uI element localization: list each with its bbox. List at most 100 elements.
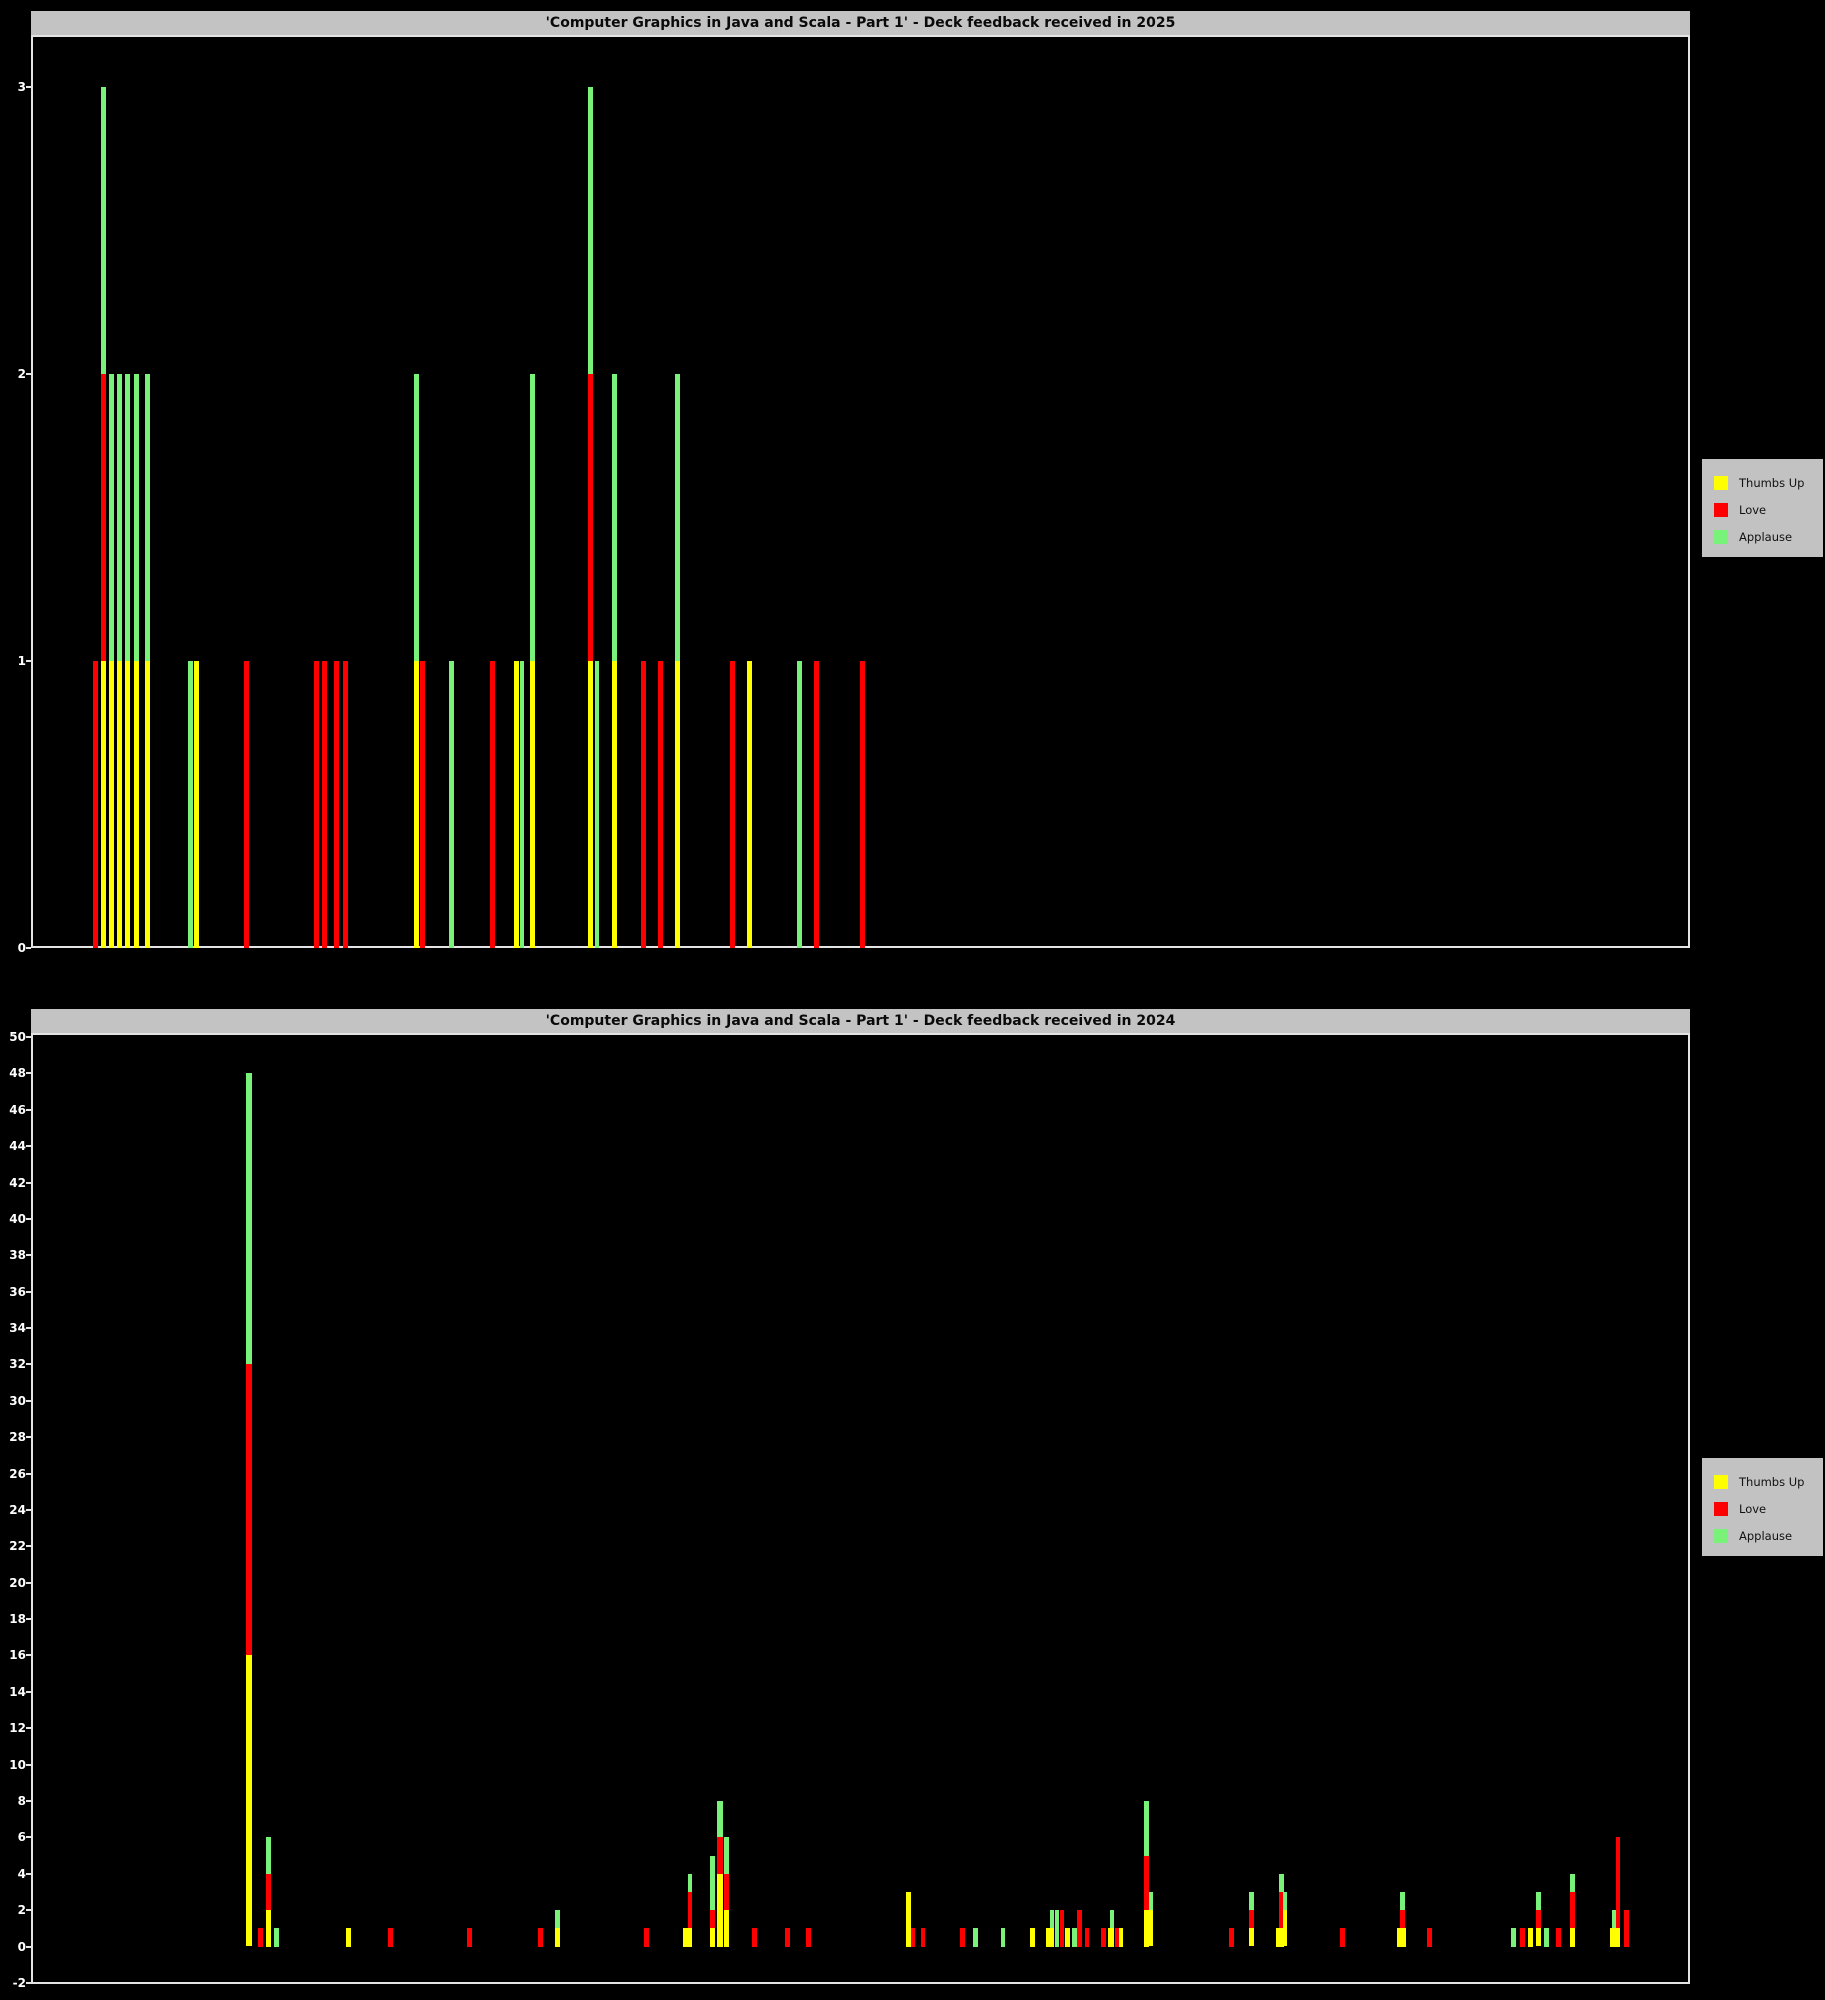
stacked-bar (555, 1910, 560, 1947)
stacked-bar (1065, 1928, 1070, 1947)
stacked-bar (1115, 1928, 1119, 1947)
bar-segment-applause (797, 660, 802, 948)
bar-segment-love (467, 1928, 472, 1947)
y-tick-mark (26, 947, 31, 949)
legend-item-applause: Applause (1714, 523, 1823, 550)
bar-segment-love (1556, 1928, 1561, 1947)
y-tick-mark (26, 1581, 31, 1584)
bar-segment-love (1060, 1910, 1064, 1947)
bar-segment-applause (724, 1837, 729, 1874)
stacked-bar (710, 1855, 715, 1947)
bar-segment-love (860, 660, 865, 948)
stacked-bar (1077, 1910, 1082, 1947)
bar-segment-love (420, 660, 425, 948)
legend-item-thumbs-up: Thumbs Up (1714, 469, 1823, 496)
stacked-bar (1144, 1801, 1149, 1947)
legend-item-applause: Applause (1714, 1522, 1823, 1549)
chart-2024-title: 'Computer Graphics in Java and Scala - P… (545, 1013, 1176, 1029)
bar-segment-thumbs-up (588, 660, 593, 948)
stacked-bar (1050, 1910, 1054, 1947)
y-tick-label: 44 (9, 1139, 26, 1154)
bar-segment-applause (1570, 1873, 1575, 1892)
bar-segment-thumbs-up (125, 660, 130, 948)
bar-segment-love (724, 1873, 729, 1911)
bar-segment-applause (1511, 1928, 1516, 1947)
bar-segment-love (1249, 1910, 1254, 1929)
bar-segment-applause (246, 1073, 252, 1365)
stacked-bar (1612, 1910, 1616, 1947)
y-tick-mark (26, 1800, 31, 1802)
bar-segment-love (101, 373, 106, 661)
stacked-bar (1624, 1910, 1629, 1947)
y-tick-label: 26 (9, 1466, 26, 1481)
bar-segment-thumbs-up (1149, 1910, 1153, 1947)
bar-segment-applause (612, 373, 617, 661)
stacked-bar (595, 660, 599, 948)
bar-segment-applause (145, 373, 150, 661)
bar-segment-thumbs-up (1144, 1910, 1149, 1947)
stacked-bar (717, 1801, 723, 1947)
y-tick-label: 12 (9, 1721, 26, 1736)
y-tick-label: 20 (9, 1575, 26, 1590)
y-tick-label: 28 (9, 1430, 26, 1445)
stacked-bar (1229, 1928, 1234, 1947)
bar-segment-love (1085, 1928, 1089, 1947)
stacked-bar (530, 373, 535, 948)
y-tick-label: 8 (17, 1794, 26, 1808)
y-tick-mark (26, 1945, 31, 1948)
bar-segment-thumbs-up (1065, 1928, 1070, 1947)
stacked-bar (1085, 1928, 1089, 1947)
stacked-bar (1427, 1928, 1432, 1947)
y-tick-label: -2 (12, 1975, 26, 1990)
bar-segment-thumbs-up (246, 1655, 252, 1947)
bar-segment-love (538, 1928, 543, 1947)
stacked-bar (1520, 1928, 1525, 1947)
bar-segment-thumbs-up (1616, 1928, 1620, 1947)
y-tick-label: 34 (9, 1321, 26, 1336)
y-tick-label: 18 (9, 1612, 26, 1627)
y-tick-label: 42 (9, 1175, 26, 1190)
bar-segment-love (814, 660, 819, 948)
y-tick-mark (26, 1909, 31, 1912)
y-tick-mark (26, 1181, 31, 1184)
bar-segment-applause (1055, 1910, 1059, 1947)
bar-segment-thumbs-up (134, 660, 139, 948)
bar-segment-love (785, 1928, 790, 1947)
applause-swatch-icon (1714, 1528, 1728, 1543)
bar-segment-applause (188, 660, 193, 948)
bar-segment-thumbs-up (194, 660, 199, 948)
stacked-bar (1400, 1891, 1405, 1947)
bar-segment-thumbs-up (1536, 1928, 1541, 1947)
y-tick-mark (26, 1290, 31, 1293)
y-tick-mark (26, 1618, 31, 1621)
y-tick-mark (26, 1072, 31, 1075)
y-tick-label: 48 (9, 1066, 26, 1081)
stacked-bar (612, 373, 617, 948)
legend-label: Love (1739, 1501, 1767, 1516)
bar-segment-applause (1612, 1910, 1616, 1929)
bar-segment-love (388, 1928, 393, 1947)
stacked-bar (258, 1928, 263, 1947)
bar-segment-love (588, 373, 593, 661)
stacked-bar (683, 1928, 692, 1947)
y-tick-mark (26, 1836, 31, 1839)
stacked-bar (1283, 1891, 1287, 1947)
stacked-bar (414, 373, 419, 948)
applause-swatch-icon (1714, 529, 1728, 544)
stacked-bar (467, 1928, 472, 1947)
bar-segment-applause (595, 660, 599, 948)
y-tick-label: 2 (17, 366, 26, 381)
chart-2025-plot-area (31, 35, 1690, 948)
bar-segment-thumbs-up (747, 660, 752, 948)
bar-segment-love (266, 1873, 271, 1911)
y-tick-label: 50 (9, 1030, 26, 1044)
stacked-bar (1001, 1928, 1005, 1947)
bar-segment-applause (1249, 1891, 1254, 1911)
y-tick-mark (26, 1254, 31, 1257)
y-tick-label: 40 (9, 1211, 26, 1226)
y-tick-mark (26, 1036, 31, 1038)
y-tick-label: 14 (9, 1684, 26, 1699)
bar-segment-love (710, 1910, 715, 1929)
y-tick-label: 0 (17, 941, 26, 955)
bar-segment-applause (449, 660, 454, 948)
